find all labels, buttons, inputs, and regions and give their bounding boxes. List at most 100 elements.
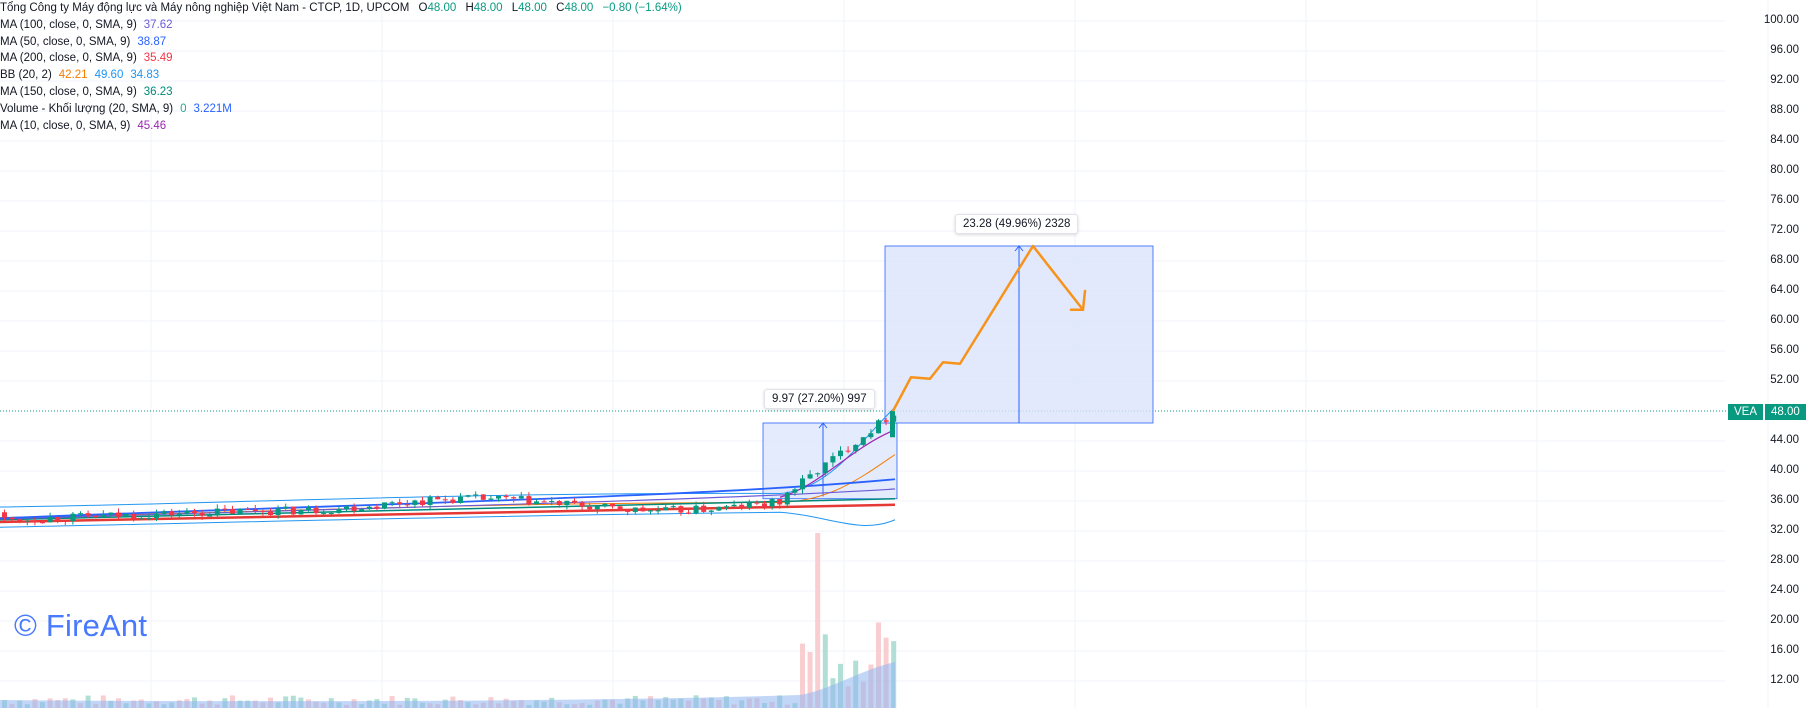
- candle-body: [62, 520, 68, 522]
- candle-body: [222, 508, 228, 510]
- candle-body: [169, 511, 175, 516]
- price-axis-tick: 32.00: [1770, 524, 1799, 536]
- candle-body: [853, 444, 859, 452]
- candle-body: [85, 513, 91, 516]
- symbol-header: Tổng Công ty Máy động lực và Máy nông ng…: [0, 0, 682, 17]
- candle-body: [2, 512, 7, 518]
- candle-body: [731, 504, 737, 507]
- candle-body: [359, 509, 365, 511]
- price-axis-tick: 20.00: [1770, 614, 1799, 626]
- candle-body: [366, 506, 372, 510]
- volume-bar: [876, 622, 881, 708]
- price-axis-tick: 44.00: [1770, 434, 1799, 446]
- indicator-volume[interactable]: Volume - Khối lượng (20, SMA, 9) 0 3.221M: [0, 101, 682, 118]
- candle-body: [131, 513, 137, 519]
- candle-body: [769, 499, 775, 507]
- current-price-tag: VEA 48.00: [1728, 404, 1806, 420]
- candle-body: [176, 513, 182, 516]
- open-value: 48.00: [427, 2, 457, 14]
- candle-body: [275, 508, 281, 515]
- candle-body: [184, 511, 190, 514]
- price-axis-tick: 16.00: [1770, 644, 1799, 656]
- measure-arrowhead-small: [818, 422, 828, 429]
- candle-body: [40, 522, 45, 524]
- candle-body: [670, 506, 676, 508]
- candle-body: [526, 496, 532, 505]
- candle-body: [655, 510, 661, 512]
- candle-body: [154, 513, 159, 518]
- measure-label-small[interactable]: 9.97 (27.20%) 997: [764, 389, 875, 409]
- price-axis-tick: 72.00: [1770, 224, 1799, 236]
- indicator-ma200[interactable]: MA (200, close, 0, SMA, 9) 35.49: [0, 50, 682, 67]
- candle-body: [374, 506, 380, 509]
- candle-body: [564, 500, 570, 506]
- price-axis-tick: 96.00: [1770, 44, 1799, 56]
- candle-body: [746, 502, 752, 508]
- price-axis-tick: 36.00: [1770, 494, 1799, 506]
- candle-body: [784, 492, 790, 505]
- indicator-value: 35.49: [143, 52, 173, 65]
- ma100-line: [0, 488, 896, 520]
- candle-body: [518, 496, 524, 499]
- candle-body: [465, 495, 471, 497]
- candle-body: [648, 510, 653, 512]
- candle-body: [739, 504, 745, 508]
- measure-label-large[interactable]: 23.28 (49.96%) 2328: [955, 214, 1079, 234]
- candle-body: [496, 495, 501, 499]
- candle-body: [579, 502, 585, 507]
- candle-body: [298, 510, 304, 515]
- price-axis-tick: 40.00: [1770, 464, 1799, 476]
- candle-body: [17, 519, 23, 522]
- indicator-bb[interactable]: BB (20, 2) 42.21 49.60 34.83: [0, 67, 682, 84]
- candle-body: [594, 506, 600, 510]
- candle-body: [351, 506, 357, 511]
- candle-body: [123, 513, 129, 517]
- price-axis-tick: 28.00: [1770, 554, 1799, 566]
- volume-bar: [815, 533, 821, 708]
- indicator-ma50[interactable]: MA (50, close, 0, SMA, 9) 38.87: [0, 34, 682, 51]
- candle-body: [777, 499, 783, 505]
- indicator-value: 36.23: [143, 85, 173, 98]
- change-value: −0.80 (−1.64%): [602, 2, 682, 14]
- candle-body: [435, 496, 441, 500]
- candle-body: [640, 507, 646, 512]
- candle-body: [663, 507, 669, 511]
- candle-body: [199, 513, 205, 516]
- candle-body: [283, 506, 289, 509]
- fireant-watermark: © FireAnt: [14, 608, 148, 643]
- indicator-value: 45.46: [137, 119, 167, 132]
- price-axis-tick: 68.00: [1770, 254, 1799, 266]
- candle-body: [473, 494, 479, 496]
- candle-body: [24, 520, 30, 522]
- volume-bar: [822, 634, 828, 708]
- candle-body: [397, 502, 403, 505]
- indicator-label: MA (100, close, 0, SMA, 9): [0, 18, 137, 31]
- chart-legend: Tổng Công ty Máy động lực và Máy nông ng…: [0, 0, 682, 134]
- projection-arrowhead: [1069, 289, 1087, 311]
- low-value: 48.00: [518, 2, 547, 14]
- candle-body: [336, 509, 342, 513]
- candle-body: [511, 497, 517, 499]
- candle-body: [442, 499, 448, 501]
- candle-body: [883, 420, 889, 422]
- candle-body: [306, 507, 311, 511]
- candle-body: [161, 511, 167, 514]
- candle-body: [268, 511, 273, 515]
- candle-body: [822, 462, 828, 474]
- indicator-ma150[interactable]: MA (150, close, 0, SMA, 9) 36.23: [0, 84, 682, 101]
- candle-body: [93, 515, 99, 518]
- price-tag-value: 48.00: [1765, 404, 1806, 420]
- indicator-ma10[interactable]: MA (10, close, 0, SMA, 9) 45.46: [0, 118, 682, 135]
- bb-lower-line: [0, 511, 896, 528]
- candle-body: [230, 509, 235, 514]
- candle-body: [610, 503, 615, 507]
- indicator-value: 0: [180, 102, 187, 115]
- indicator-ma100[interactable]: MA (100, close, 0, SMA, 9) 37.62: [0, 17, 682, 34]
- candle-body: [807, 474, 813, 479]
- candle-body: [382, 502, 387, 509]
- candle-body: [9, 517, 15, 520]
- candle-body: [237, 508, 243, 514]
- measure-arrowhead-large: [1014, 245, 1024, 252]
- candle-body: [632, 507, 638, 512]
